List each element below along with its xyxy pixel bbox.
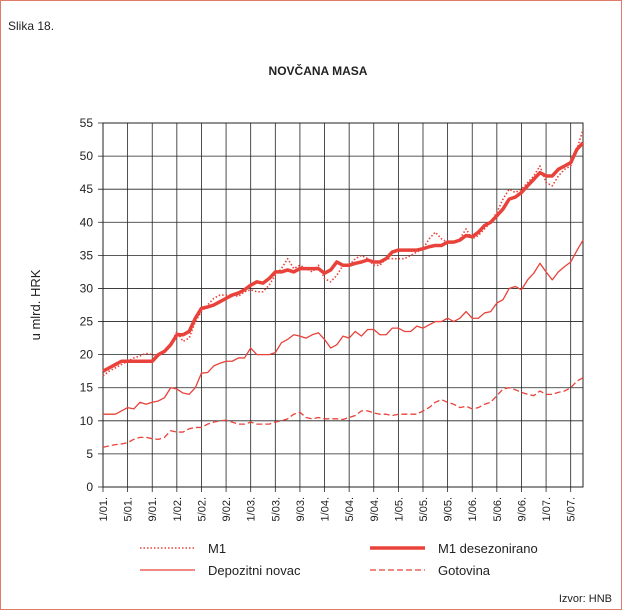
caption: Slika 18. bbox=[8, 19, 54, 33]
x-tick-label: 5/04. bbox=[344, 497, 356, 521]
y-tick-label: 40 bbox=[80, 215, 94, 229]
y-tick-label: 35 bbox=[80, 248, 94, 262]
y-tick-label: 15 bbox=[80, 381, 94, 395]
x-tick-label: 9/06. bbox=[516, 497, 528, 521]
series-line bbox=[103, 239, 584, 415]
y-tick-label: 25 bbox=[80, 315, 94, 329]
y-axis-label: u mlrd. HRK bbox=[28, 269, 43, 340]
x-tick-label: 1/02. bbox=[172, 497, 184, 521]
x-tick-label: 5/01. bbox=[123, 497, 135, 521]
y-tick-label: 10 bbox=[80, 414, 94, 428]
x-tick-label: 1/01. bbox=[98, 497, 110, 521]
x-tick-label: 9/05. bbox=[443, 497, 455, 521]
x-tick-label: 5/07. bbox=[566, 497, 578, 521]
y-tick-label: 45 bbox=[80, 182, 94, 196]
x-tick-label: 1/05. bbox=[393, 497, 405, 521]
x-tick-label: 9/02. bbox=[221, 497, 233, 521]
x-tick-label: 5/06. bbox=[492, 497, 504, 521]
x-tick-label: 5/05. bbox=[418, 497, 430, 521]
x-tick-label: 1/03. bbox=[246, 497, 258, 521]
x-tick-label: 5/03. bbox=[270, 497, 282, 521]
x-tick-label: 1/07. bbox=[541, 497, 553, 521]
legend-label: Gotovina bbox=[438, 563, 491, 578]
y-tick-label: 50 bbox=[80, 149, 94, 163]
x-tick-label: 9/01. bbox=[147, 497, 159, 521]
legend-label: M1 desezonirano bbox=[438, 541, 538, 556]
x-tick-label: 1/04. bbox=[320, 497, 332, 521]
y-tick-label: 30 bbox=[80, 281, 94, 295]
series-line bbox=[102, 141, 585, 373]
legend-label: M1 bbox=[208, 541, 226, 556]
source: Izvor: HNB bbox=[559, 593, 612, 605]
x-tick-label: 5/02. bbox=[196, 497, 208, 521]
plot-border bbox=[102, 122, 584, 488]
y-tick-label: 5 bbox=[86, 447, 93, 461]
x-tick-label: 9/03. bbox=[295, 497, 307, 521]
chart-title: NOVČANA MASA bbox=[269, 63, 368, 78]
x-tick-label: 9/04. bbox=[369, 497, 381, 521]
y-tick-label: 20 bbox=[80, 348, 94, 362]
series-line bbox=[102, 377, 584, 448]
legend-label: Depozitni novac bbox=[208, 563, 301, 578]
y-tick-label: 0 bbox=[86, 480, 93, 494]
x-tick-label: 1/06. bbox=[467, 497, 479, 521]
y-tick-label: 55 bbox=[80, 116, 94, 130]
